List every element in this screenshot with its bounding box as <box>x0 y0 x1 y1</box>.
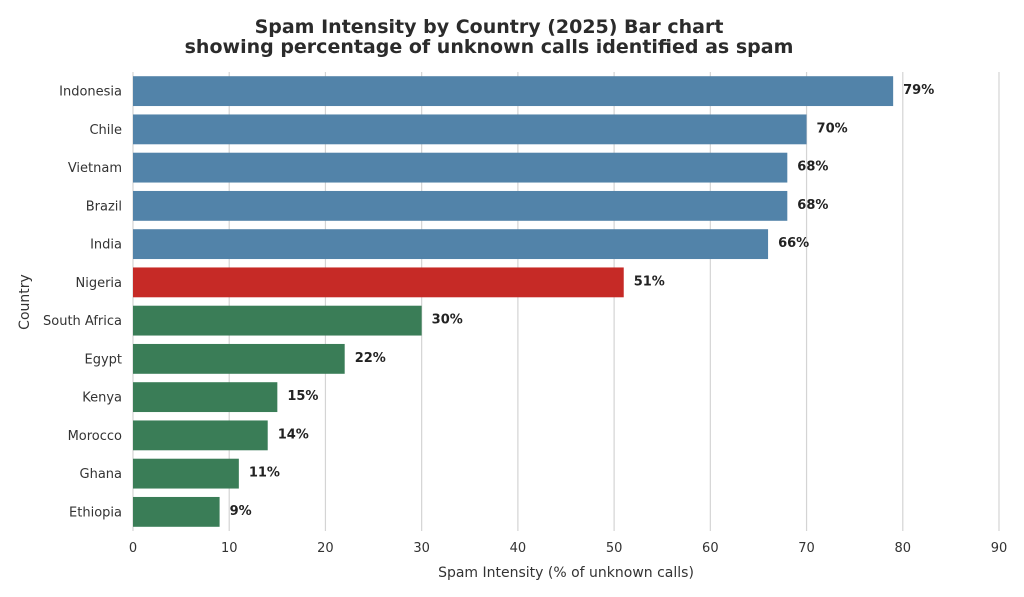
bar-ghana <box>133 458 239 489</box>
category-label: Vietnam <box>68 161 122 176</box>
value-labels: 79% 70% 68% 68% 66% 51% 30% 22% 15% 14% 11% 9% <box>230 83 935 519</box>
x-tick-label: 90 <box>991 541 1008 556</box>
value-label: 51% <box>634 274 665 289</box>
category-label: Kenya <box>82 391 122 406</box>
chart-title-line-2: showing percentage of unknown calls iden… <box>185 36 794 58</box>
x-tick-label: 70 <box>798 541 815 556</box>
y-axis-label: Country <box>17 274 33 330</box>
bar-egypt <box>133 343 345 374</box>
x-tick-label: 60 <box>702 541 719 556</box>
gridlines <box>132 72 1000 531</box>
category-label: South Africa <box>43 314 122 329</box>
value-label: 22% <box>355 351 386 366</box>
category-label: Egypt <box>84 352 122 367</box>
value-label: 11% <box>249 466 280 481</box>
value-label: 70% <box>817 121 848 136</box>
x-tick-labels: 0 10 20 30 40 50 60 70 80 90 <box>129 541 1007 556</box>
value-label: 9% <box>230 504 252 519</box>
bar-south-africa <box>133 305 422 336</box>
value-label: 66% <box>778 236 809 251</box>
bar-brazil <box>133 190 788 221</box>
bar-india <box>133 229 769 260</box>
bar-nigeria <box>133 267 624 298</box>
value-label: 79% <box>903 83 934 98</box>
x-tick-label: 30 <box>413 541 430 556</box>
category-label: Nigeria <box>75 276 122 291</box>
category-label: Ghana <box>80 467 123 482</box>
bar-morocco <box>133 420 268 451</box>
bar-indonesia <box>133 76 894 107</box>
category-label: India <box>90 238 122 253</box>
category-label: Chile <box>89 123 122 138</box>
bars <box>133 76 894 527</box>
category-labels: Indonesia Chile Vietnam Brazil India Nigeria S… <box>43 85 122 521</box>
x-tick-label: 50 <box>606 541 623 556</box>
x-tick-label: 10 <box>221 541 238 556</box>
bar-ethiopia <box>133 496 220 527</box>
bar-chile <box>133 114 807 145</box>
value-label: 14% <box>278 427 309 442</box>
x-axis-label: Spam Intensity (% of unknown calls) <box>438 565 694 581</box>
value-label: 15% <box>287 389 318 404</box>
chart-title-line-1: Spam Intensity by Country (2025) Bar cha… <box>255 16 724 38</box>
category-label: Morocco <box>68 429 122 444</box>
x-tick-label: 20 <box>317 541 334 556</box>
x-tick-label: 0 <box>129 541 137 556</box>
x-tick-label: 40 <box>510 541 527 556</box>
value-label: 68% <box>797 198 828 213</box>
value-label: 30% <box>432 313 463 328</box>
bar-vietnam <box>133 152 788 183</box>
bar-kenya <box>133 382 278 413</box>
category-label: Indonesia <box>59 85 122 100</box>
value-label: 68% <box>797 160 828 175</box>
category-label: Ethiopia <box>69 505 122 520</box>
category-label: Brazil <box>86 199 122 214</box>
x-tick-label: 80 <box>895 541 912 556</box>
